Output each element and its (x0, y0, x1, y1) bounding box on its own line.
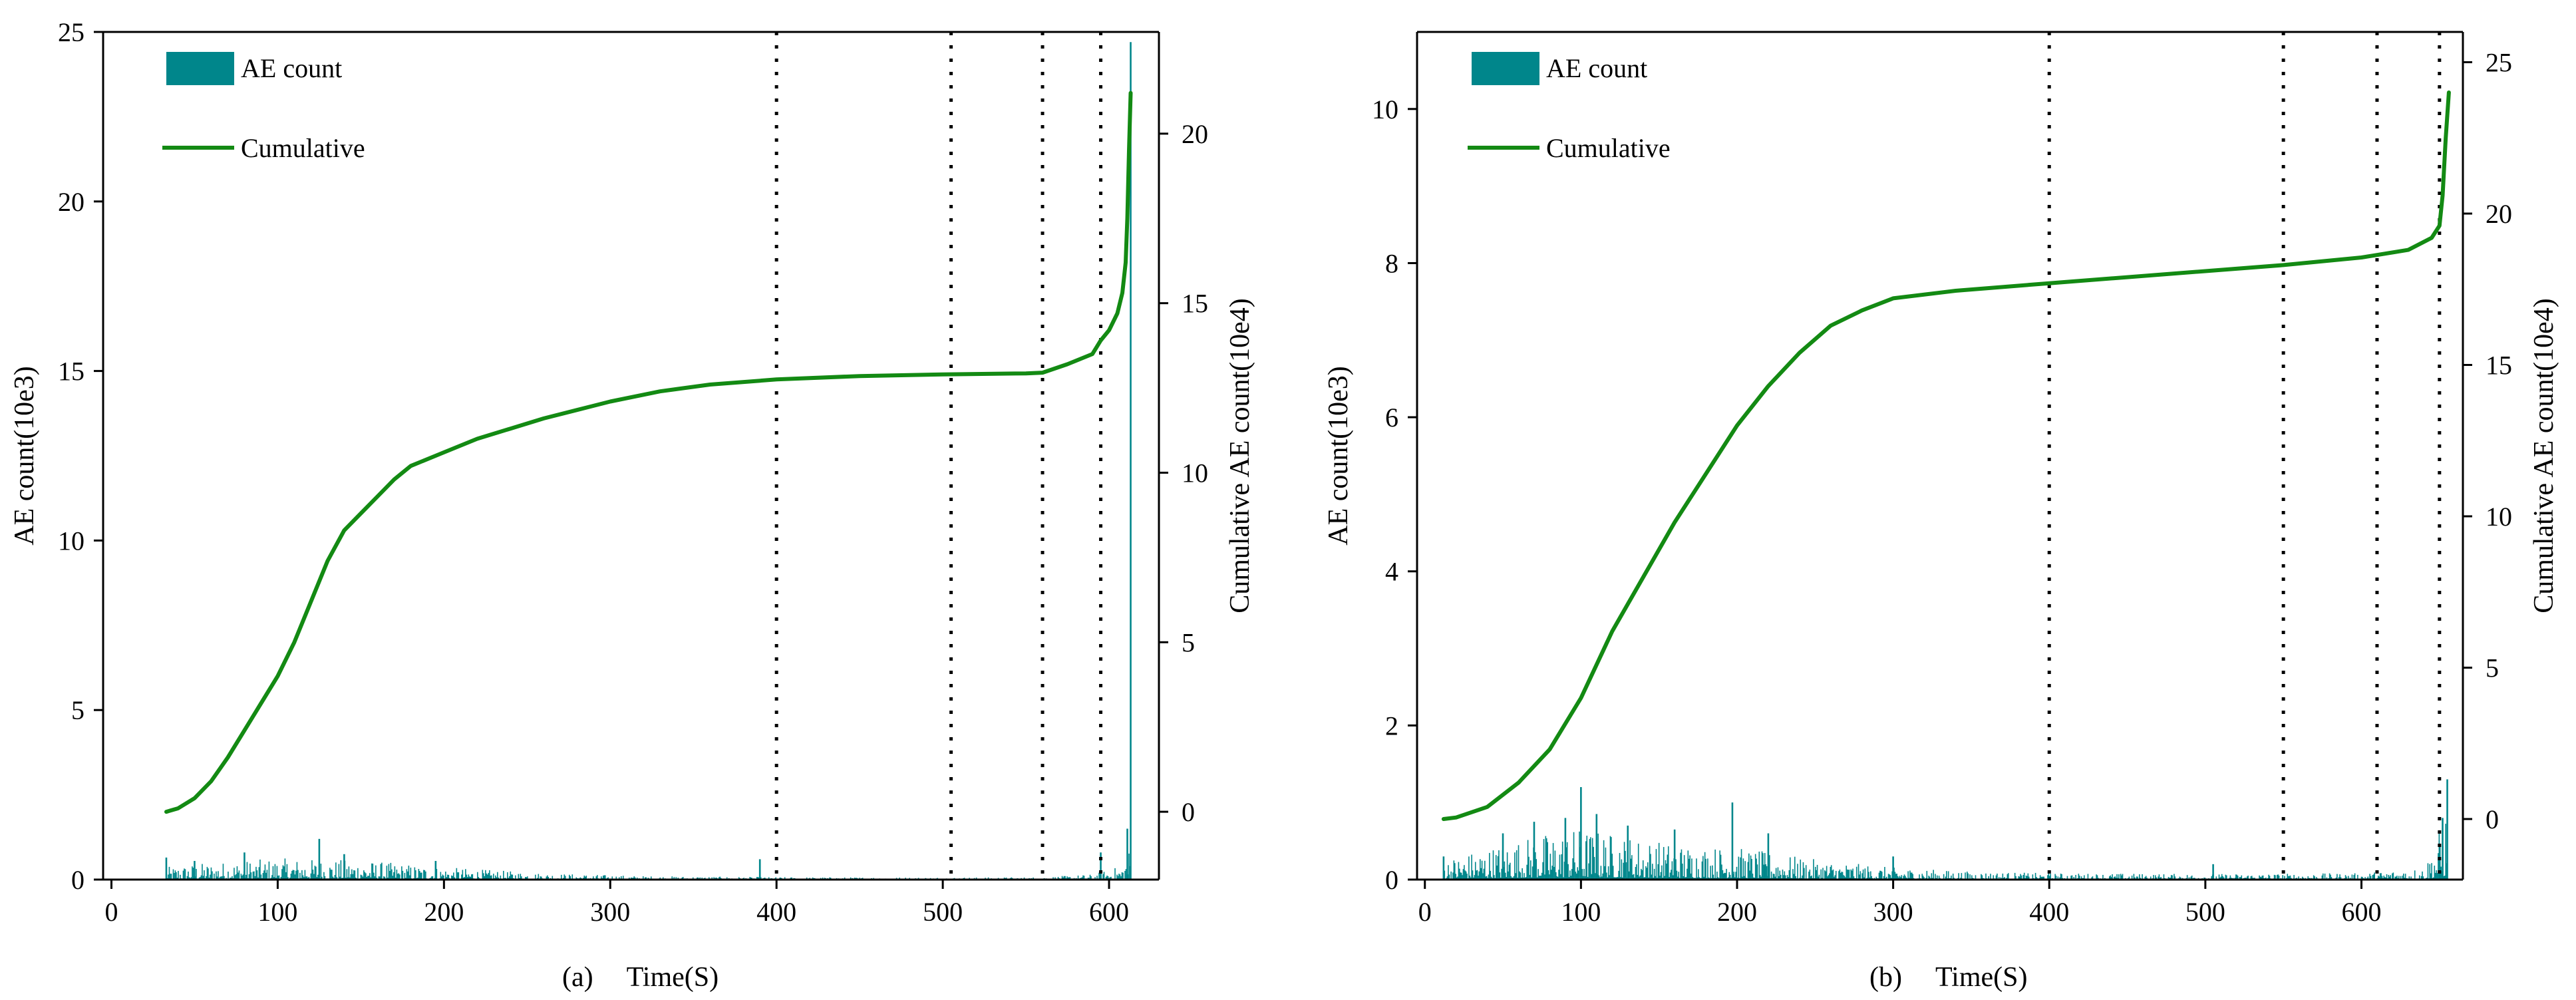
chart1-x-tick-label: 0 (104, 897, 118, 927)
chart1-legend-label-line: Cumulative (241, 133, 365, 163)
chart1-y2-tick-label: 5 (1182, 627, 1195, 657)
chart2-legend-label-bar: AE count (1546, 53, 1647, 83)
chart1-y-tick-label: 0 (71, 865, 84, 895)
chart2-x-tick-label: 500 (2185, 897, 2225, 927)
chart2-y2-tick-label: 25 (2486, 48, 2512, 78)
chart2-y2-tick-label: 0 (2486, 804, 2499, 834)
chart2-y-tick-label: 10 (1372, 94, 1398, 124)
chart2-y2-tick-label: 20 (2486, 199, 2512, 229)
chart2-x-tick-label: 400 (2029, 897, 2069, 927)
chart2-legend-label-line: Cumulative (1546, 133, 1671, 163)
chart2-cumulative-line (1441, 90, 2451, 821)
chart2-x-tick-label: 200 (1717, 897, 1757, 927)
chart2-y2-tick-label: 5 (2486, 653, 2499, 683)
chart1-legend: AE count Cumulative (162, 52, 365, 163)
chart1-y2-tick-label: 20 (1182, 119, 1208, 149)
chart1-xlabel: Time(S) (627, 962, 719, 993)
chart2-x-tick-label: 600 (2341, 897, 2381, 927)
chart1-cumulative-line (164, 90, 1133, 814)
chart1-y2-tick-label: 0 (1182, 797, 1195, 827)
chart2-x-tick-label: 300 (1873, 897, 1913, 927)
chart1-y2-tick-label: 15 (1182, 289, 1208, 319)
chart2-xlabel: Time(S) (1935, 962, 2028, 993)
chart2-x-tick-label: 0 (1418, 897, 1432, 927)
chart1-ylabel: AE count(10e3) (9, 366, 40, 545)
chart2-panel-label: (b) (1869, 962, 1902, 993)
chart1-x-tick-label: 100 (257, 897, 297, 927)
chart1-bar-series (165, 42, 1132, 880)
chart1-legend-label-bar: AE count (241, 53, 342, 83)
chart2-bar-series (1442, 779, 2448, 880)
chart2-y2-tick-label: 10 (2486, 502, 2512, 532)
chart1-panel-label: (a) (562, 962, 593, 993)
chart1-legend-swatch-bar (166, 52, 234, 85)
chart-panel-a: 0 100 200 300 400 500 600 0 5 10 15 20 25 0 5 10 15 20 AE … (9, 17, 1255, 993)
chart2-x-tick-label: 100 (1561, 897, 1601, 927)
chart1-x-tick-label: 300 (590, 897, 630, 927)
chart1-axes: 0 100 200 300 400 500 600 0 5 10 15 20 25 0 5 10 15 20 (58, 17, 1208, 927)
chart1-y-tick-label: 20 (58, 187, 84, 217)
chart1-y-tick-label: 15 (58, 357, 84, 387)
chart2-y2label: Cumulative AE count(10e4) (2529, 298, 2559, 613)
chart2-y-tick-label: 2 (1385, 711, 1398, 741)
chart2-y-tick-label: 8 (1385, 248, 1398, 278)
chart1-x-tick-label: 200 (424, 897, 464, 927)
chart1-x-tick-label: 400 (756, 897, 796, 927)
chart2-y-tick-label: 0 (1385, 865, 1398, 895)
chart1-y-tick-label: 25 (58, 17, 84, 47)
chart1-x-tick-label: 600 (1089, 897, 1129, 927)
chart2-y2-tick-label: 15 (2486, 351, 2512, 381)
chart2-ylabel: AE count(10e3) (1323, 366, 1354, 545)
chart1-y-tick-label: 5 (71, 695, 84, 725)
chart1-caption: (a) Time(S) (562, 962, 719, 993)
chart1-y2-tick-label: 10 (1182, 458, 1208, 488)
chart2-caption: (b) Time(S) (1869, 962, 2027, 993)
chart1-y-tick-label: 10 (58, 526, 84, 556)
chart2-legend-swatch-bar (1472, 52, 1539, 85)
chart1-y2label: Cumulative AE count(10e4) (1225, 298, 1255, 613)
chart2-legend: AE count Cumulative (1468, 52, 1671, 163)
chart2-y-tick-label: 6 (1385, 403, 1398, 432)
chart2-y-tick-label: 4 (1385, 557, 1398, 587)
chart1-x-tick-label: 500 (923, 897, 963, 927)
